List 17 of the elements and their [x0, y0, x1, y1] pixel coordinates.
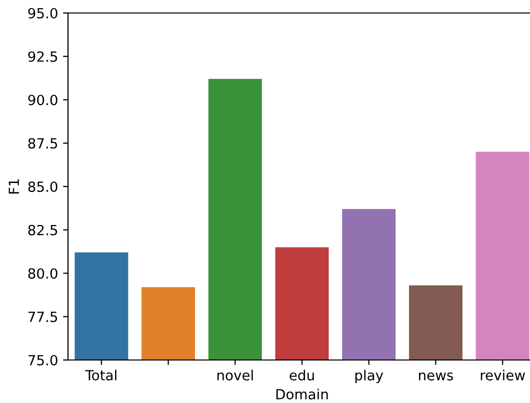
y-tick-label: 80.0: [28, 268, 58, 279]
x-tick-label: Total: [85, 370, 116, 380]
x-tick-label: news: [419, 372, 454, 380]
y-tick-label: 85.0: [28, 181, 58, 192]
y-tick-label: 77.5: [28, 312, 58, 322]
y-tick-label: 87.5: [28, 138, 58, 149]
y-tick-label: 75.0: [28, 354, 58, 366]
x-axis-title: Domain: [276, 388, 328, 400]
y-tick-label: 95.0: [28, 8, 58, 18]
x-tick-label: play: [355, 370, 384, 384]
y-tick-label: 92.5: [28, 51, 58, 62]
x-tick-label: review: [480, 370, 525, 380]
y-tick-label: 82.5: [28, 224, 58, 236]
x-tick-label: novel: [217, 370, 253, 380]
y-tick-label: 90.0: [28, 94, 58, 106]
x-tick-label: edu: [290, 370, 314, 380]
y-axis-title: F1: [8, 179, 19, 194]
